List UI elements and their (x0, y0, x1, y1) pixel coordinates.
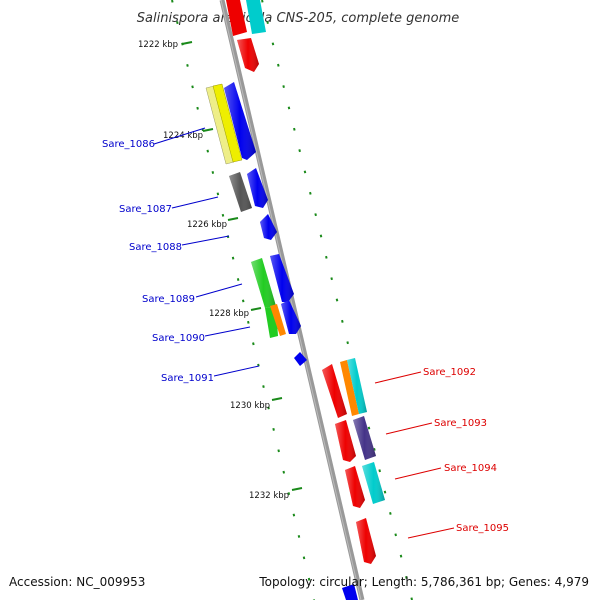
track-dot (373, 447, 376, 451)
kbp-label: 1224 kbp (163, 131, 203, 141)
track-dot (307, 577, 311, 581)
track-dot (309, 191, 312, 195)
track-dot (303, 170, 307, 174)
track-dot (325, 255, 328, 259)
leader-line (394, 467, 442, 480)
track-dot (367, 426, 371, 430)
gene-label-sare-1092[interactable]: Sare_1092 (423, 367, 476, 378)
kbp-label: 1226 kbp (187, 220, 227, 230)
leader-line (181, 235, 230, 246)
track-dot (252, 342, 255, 346)
track-dot (287, 106, 291, 110)
track-dot (298, 149, 301, 153)
kbp-tick (291, 487, 303, 491)
track-dot (261, 0, 264, 3)
track-dot (247, 320, 250, 324)
gene-label-sare-1091[interactable]: Sare_1091 (161, 373, 214, 384)
track-dot (211, 171, 215, 174)
track-dot (206, 149, 210, 153)
gene-arrow-blue[interactable] (294, 352, 307, 366)
kbp-label: 1230 kbp (230, 401, 270, 411)
track-dot (405, 576, 408, 579)
genome-backbone (219, 0, 365, 600)
gene-arrow-red[interactable] (226, 0, 247, 36)
gene-label-sare-1094[interactable]: Sare_1094 (444, 463, 497, 474)
track-dot (293, 127, 296, 131)
kbp-label: 1232 kbp (249, 491, 289, 501)
leader-line (385, 422, 433, 435)
gene-arrow-blue[interactable] (342, 584, 358, 600)
leader-line (374, 371, 422, 384)
leader-line (171, 196, 219, 209)
leader-line (153, 127, 206, 145)
track-dot (346, 341, 349, 345)
track-dot (330, 277, 333, 281)
track-dot (383, 490, 387, 494)
track-dot (191, 85, 194, 89)
track-dot (314, 213, 317, 217)
track-dot (171, 0, 174, 3)
track-dot (394, 533, 397, 537)
gene-label-sare-1086[interactable]: Sare_1086 (102, 139, 155, 150)
track-dot (277, 449, 280, 453)
track-dot (266, 21, 269, 25)
leader-line (195, 283, 243, 298)
kbp-tick (202, 128, 214, 132)
kbp-label: 1222 kbp (138, 40, 178, 50)
track-dot (378, 469, 381, 473)
gene-label-sare-1090[interactable]: Sare_1090 (152, 333, 205, 344)
genome-backbone-highlight (220, 0, 362, 600)
track-dot (282, 85, 285, 89)
gene-bar-orange[interactable] (340, 360, 359, 416)
track-dot (221, 213, 225, 217)
track-dot (267, 406, 270, 410)
track-dot (277, 63, 280, 67)
left-gene-labels: Sare_1086 Sare_1087 Sare_1088 Sare_1089 … (102, 127, 260, 384)
gene-arrow-cyan[interactable] (246, 0, 266, 34)
track-dot (297, 534, 301, 538)
kbp-tick (227, 217, 239, 221)
right-gene-labels: Sare_1092 Sare_1093 Sare_1094 Sare_1095 (374, 367, 509, 539)
track-dot (236, 278, 240, 281)
track-dot (241, 299, 245, 303)
track-dot (319, 234, 323, 238)
gene-bar-orange[interactable] (270, 304, 286, 336)
gene-label-sare-1089[interactable]: Sare_1089 (142, 294, 195, 305)
position-labels: 1222 kbp 1224 kbp 1226 kbp 1228 kbp 1230… (138, 40, 303, 501)
accession-label: Accession: NC_009953 (9, 575, 145, 589)
track-dot (196, 106, 199, 110)
track-dot (231, 256, 235, 260)
topology-label: Topology: circular; Length: 5,786,361 bp… (258, 575, 589, 589)
gene-bar-yellow[interactable] (212, 83, 243, 163)
track-dot (389, 511, 392, 515)
track-dot (302, 556, 306, 560)
track-dot (272, 427, 275, 431)
gene-label-sare-1087[interactable]: Sare_1087 (119, 204, 172, 215)
gene-features (205, 0, 385, 600)
track-dot (287, 492, 291, 496)
track-dot (216, 192, 220, 196)
gene-label-sare-1088[interactable]: Sare_1088 (129, 242, 182, 253)
kbp-tick (250, 307, 262, 311)
kbp-label: 1228 kbp (209, 309, 249, 319)
leader-line (204, 326, 251, 337)
track-dot (176, 21, 179, 25)
track-dot (271, 42, 275, 46)
kbp-tick (181, 41, 193, 45)
track-dot (262, 385, 265, 389)
track-dot (399, 554, 403, 558)
leader-line (407, 527, 455, 539)
gene-label-sare-1095[interactable]: Sare_1095 (456, 523, 509, 534)
track-dot (282, 470, 286, 474)
track-dot (335, 298, 339, 302)
track-dot (292, 513, 296, 517)
map-title: Salinispora arenicola CNS-205, complete … (137, 11, 459, 26)
track-dot (341, 319, 344, 323)
leader-line (213, 365, 260, 377)
gene-label-sare-1093[interactable]: Sare_1093 (434, 418, 487, 429)
kbp-tick (271, 397, 283, 401)
track-dot (186, 63, 189, 67)
